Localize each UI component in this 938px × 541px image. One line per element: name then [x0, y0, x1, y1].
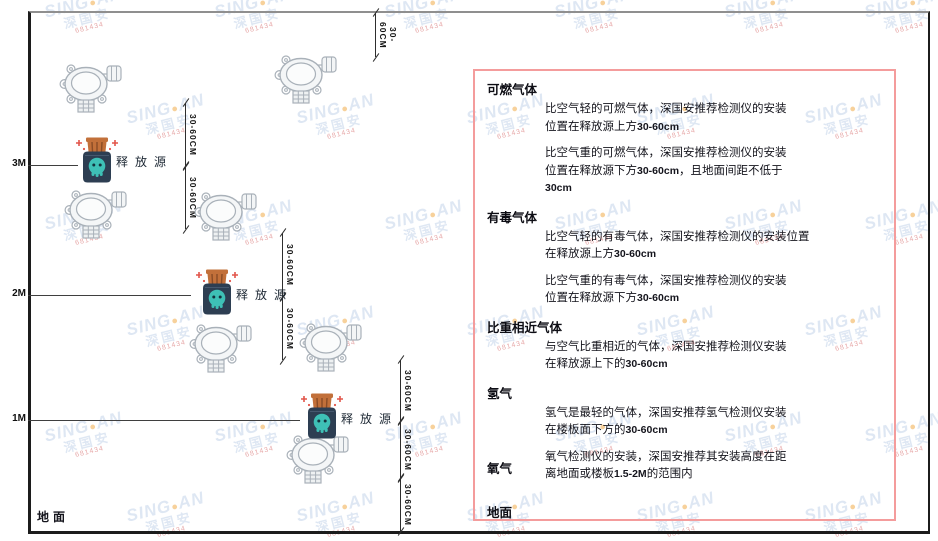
guideline-text: 位置在释放源下方30-60cm [545, 292, 680, 304]
dimension-line [372, 8, 380, 62]
gas-detector-icon [273, 49, 339, 105]
section-heading: 可燃气体 [487, 83, 538, 97]
guideline-text: 位置在释放源上方30-60cm [545, 120, 680, 133]
guideline-text: 氢气是最轻的气体，深国安推荐氢气检测仪安装 [545, 406, 787, 419]
height-label: 1M [12, 413, 26, 424]
dimension-line [397, 355, 405, 426]
section-heading: 地面 [487, 505, 513, 520]
guideline-text: 比空气轻的有毒气体，深国安推荐检测仪的安装位置 [545, 230, 810, 243]
dimension-line [397, 416, 405, 483]
release-source-label: 释放源 [116, 155, 174, 169]
section-combustible-gas: 可燃气体 比空气轻的可燃气体，深国安推荐检测仪的安装 位置在释放源上方30-60… [487, 79, 882, 198]
guideline-text: 比空气重的有毒气体，深国安推荐检测仪的安装 [545, 274, 787, 287]
gas-detector-icon [193, 186, 259, 242]
guideline-text: 比空气重的可燃气体，深国安推荐检测仪的安装 [545, 147, 787, 159]
dimension-label: 30-60CM [403, 428, 413, 471]
guideline-text: 氧气检测仪的安装，深国安推荐其安装高度在距 [545, 450, 787, 463]
guideline-panel: 可燃气体 比空气轻的可燃气体，深国安推荐检测仪的安装 位置在释放源上方30-60… [473, 69, 896, 521]
brand-dot-icon: ● [768, 0, 779, 10]
brand-dot-icon: ● [598, 0, 609, 10]
section-ground: 地面 检测仪地面间距，深国安推荐在30-60cm，且不得 小于30cm，因为过低… [487, 502, 882, 520]
dimension-line [182, 161, 190, 234]
brand-dot-icon: ● [258, 0, 269, 10]
dimension-line [279, 228, 287, 302]
dimension-line [397, 473, 405, 536]
room-frame [28, 11, 930, 534]
height-level-line [28, 165, 78, 166]
section-heading: 氧气 [487, 461, 513, 476]
dimension-label: 30-60CM [285, 307, 295, 350]
section-oxygen: 氧气 氧气检测仪的安装，深国安推荐其安装高度在距 离地面或楼板1.5-2M的范围… [487, 449, 882, 493]
gas-detector-icon [63, 184, 129, 240]
brand-dot-icon: ● [428, 0, 439, 10]
gas-detector-icon [58, 58, 124, 114]
guideline-text: 比空气轻的可燃气体，深国安推荐检测仪的安装 [545, 103, 787, 115]
height-label: 2M [12, 288, 26, 299]
guideline-text: 位置在释放源下方30-60cm，且地面间距不低于 [545, 164, 783, 177]
release-source-label: 释放源 [236, 288, 294, 302]
dimension-label: 30-60CM [285, 244, 295, 286]
ground-label: 地面 [37, 510, 70, 524]
guideline-text: 与空气比重相近的气体，深国安推荐检测仪安装 [545, 340, 787, 353]
dimension-label: 30-60CM [188, 113, 198, 156]
section-heading: 有毒气体 [487, 210, 538, 225]
release-source-label: 释放源 [341, 412, 399, 426]
section-heading: 氢气 [487, 386, 513, 401]
section-toxic-gas: 有毒气体 比空气轻的有毒气体，深国安推荐检测仪的安装位置 在释放源上方30-60… [487, 207, 882, 308]
section-hydrogen: 氢气 氢气是最轻的气体，深国安推荐氢气检测仪安装 在楼板面下方的30-60cm [487, 383, 882, 440]
brand-dot-icon: ● [88, 0, 99, 10]
guideline-text: 在释放源上方30-60cm [545, 248, 657, 260]
guideline-text: 在释放源上下的30-60cm [545, 358, 668, 370]
height-level-line [28, 295, 191, 296]
gas-detector-icon [298, 317, 364, 373]
brand-dot-icon: ● [908, 0, 919, 10]
dimension-line [182, 98, 190, 171]
guideline-text: 30cm [545, 182, 572, 194]
dimension-label: 30-60CM [403, 483, 413, 526]
dimension-label: 30-60CM [188, 176, 198, 219]
section-heading: 比重相近气体 [487, 320, 563, 335]
dimension-line [279, 292, 287, 365]
height-label: 3M [12, 158, 26, 169]
height-level-line [28, 420, 300, 421]
guideline-text: 在楼板面下方的30-60cm [545, 424, 668, 436]
dimension-label: 30-60CM [378, 21, 398, 49]
guideline-text: 离地面或楼板1.5-2M的范围内 [545, 468, 693, 480]
gas-detector-icon [188, 318, 254, 374]
dimension-label: 30-60CM [403, 369, 413, 412]
section-similar-density-gas: 比重相近气体 与空气比重相近的气体，深国安推荐检测仪安装 在释放源上下的30-6… [487, 317, 882, 374]
